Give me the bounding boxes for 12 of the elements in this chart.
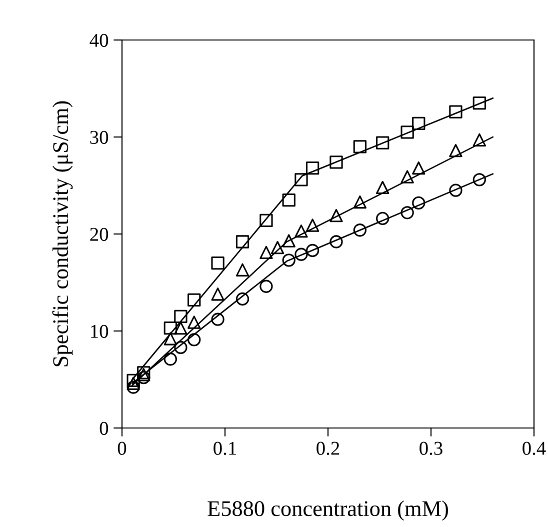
y-tick-label: 10 [91, 324, 108, 338]
y-axis-title: Specific conductivity (μS/cm) [52, 101, 73, 366]
y-tick-label: 30 [90, 130, 108, 144]
x-tick-label: 0 [118, 442, 126, 455]
y-tick-label: 0 [100, 422, 108, 435]
y-tick-label: 20 [90, 228, 108, 241]
y-tick-label: 40 [90, 34, 108, 47]
x-tick-label: 0.4 [522, 442, 546, 455]
x-axis-title: E5880 concentration (mM) [208, 500, 448, 521]
x-tick-label: 0.3 [420, 442, 442, 455]
x-tick-label: 0.1 [214, 442, 236, 455]
x-tick-label: 0.2 [316, 442, 340, 455]
